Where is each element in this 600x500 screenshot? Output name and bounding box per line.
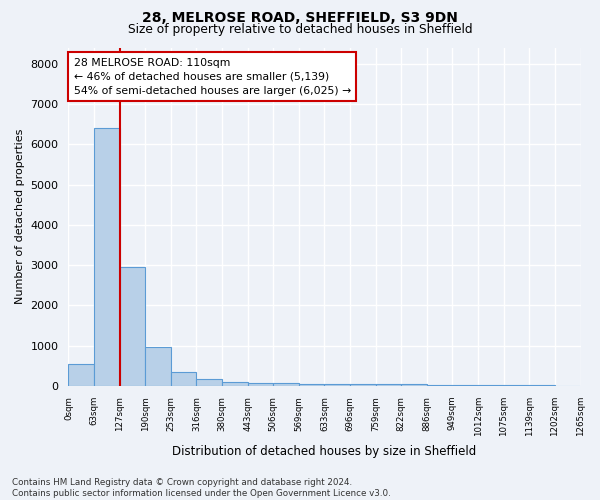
Text: 28, MELROSE ROAD, SHEFFIELD, S3 9DN: 28, MELROSE ROAD, SHEFFIELD, S3 9DN (142, 11, 458, 25)
Bar (94, 128, 119, 386)
Bar (427, 384, 452, 386)
Bar (171, 372, 196, 386)
Text: Size of property relative to detached houses in Sheffield: Size of property relative to detached ho… (128, 24, 472, 36)
Bar (68, 364, 94, 386)
Bar (401, 384, 427, 386)
Y-axis label: Number of detached properties: Number of detached properties (15, 129, 25, 304)
Bar (350, 384, 376, 386)
Bar (478, 385, 503, 386)
Text: Contains HM Land Registry data © Crown copyright and database right 2024.
Contai: Contains HM Land Registry data © Crown c… (12, 478, 391, 498)
X-axis label: Distribution of detached houses by size in Sheffield: Distribution of detached houses by size … (172, 444, 476, 458)
Bar (196, 379, 222, 386)
Bar (299, 384, 325, 386)
Bar (325, 384, 350, 386)
Bar (145, 347, 171, 386)
Bar (452, 385, 478, 386)
Bar (248, 383, 273, 386)
Bar (273, 383, 299, 386)
Bar (222, 382, 248, 386)
Bar (376, 384, 401, 386)
Text: 28 MELROSE ROAD: 110sqm
← 46% of detached houses are smaller (5,139)
54% of semi: 28 MELROSE ROAD: 110sqm ← 46% of detache… (74, 58, 351, 96)
Bar (119, 267, 145, 386)
